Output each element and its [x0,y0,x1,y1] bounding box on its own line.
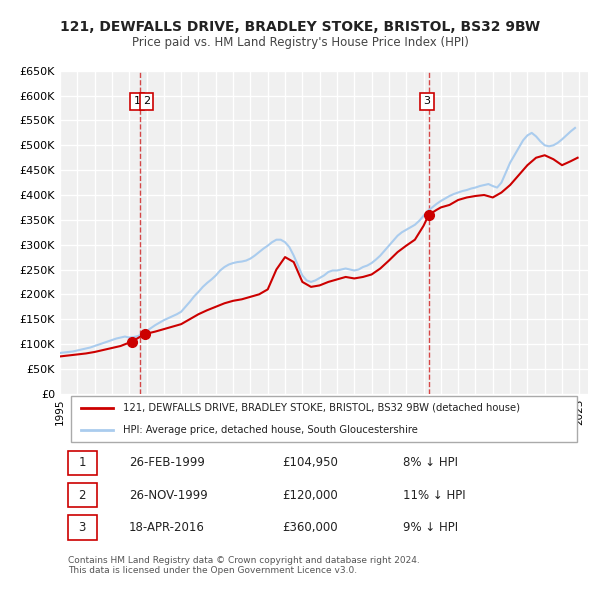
Text: 121, DEWFALLS DRIVE, BRADLEY STOKE, BRISTOL, BS32 9BW: 121, DEWFALLS DRIVE, BRADLEY STOKE, BRIS… [60,19,540,34]
FancyBboxPatch shape [68,483,97,507]
Text: HPI: Average price, detached house, South Gloucestershire: HPI: Average price, detached house, Sout… [124,425,418,435]
FancyBboxPatch shape [68,451,97,475]
Text: 2: 2 [143,97,150,106]
Bar [140,71,145,394]
Text: 2: 2 [79,489,86,502]
FancyBboxPatch shape [68,516,97,540]
Text: 3: 3 [424,97,431,106]
Text: 121, DEWFALLS DRIVE, BRADLEY STOKE, BRISTOL, BS32 9BW (detached house): 121, DEWFALLS DRIVE, BRADLEY STOKE, BRIS… [124,403,520,413]
Text: 18-APR-2016: 18-APR-2016 [128,521,205,534]
Text: £104,950: £104,950 [282,456,338,469]
FancyBboxPatch shape [71,396,577,442]
Text: £360,000: £360,000 [282,521,337,534]
Text: Price paid vs. HM Land Registry's House Price Index (HPI): Price paid vs. HM Land Registry's House … [131,36,469,49]
Text: 26-FEB-1999: 26-FEB-1999 [128,456,205,469]
Text: 11% ↓ HPI: 11% ↓ HPI [403,489,466,502]
Text: 3: 3 [79,521,86,534]
Text: 26-NOV-1999: 26-NOV-1999 [128,489,208,502]
Text: 1: 1 [134,97,140,106]
Text: 8% ↓ HPI: 8% ↓ HPI [403,456,458,469]
Text: 9% ↓ HPI: 9% ↓ HPI [403,521,458,534]
Text: £120,000: £120,000 [282,489,338,502]
Text: Contains HM Land Registry data © Crown copyright and database right 2024.
This d: Contains HM Land Registry data © Crown c… [68,556,419,575]
Text: 1: 1 [79,456,86,469]
